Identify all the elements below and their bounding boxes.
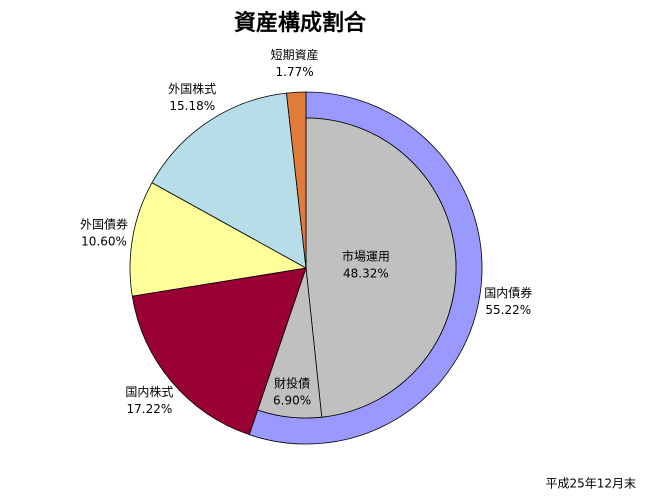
pie-slice bbox=[151, 92, 307, 269]
pie-slice bbox=[129, 182, 308, 297]
value-label: 15.18% bbox=[169, 99, 215, 113]
inner-slice bbox=[305, 117, 457, 418]
slice-label: 国内債券 bbox=[484, 285, 532, 300]
slice-label: 短期資産 bbox=[271, 47, 319, 62]
pie-slice bbox=[131, 267, 307, 436]
note: 平成25年12月末 bbox=[545, 477, 636, 491]
slice-label: 外国株式 bbox=[168, 81, 216, 96]
slice-label: 外国債券 bbox=[80, 216, 128, 231]
value-label: 1.77% bbox=[276, 65, 314, 79]
value-label: 48.32% bbox=[343, 266, 389, 280]
slice-label: 市場運用 bbox=[342, 248, 390, 263]
value-label: 55.22% bbox=[485, 303, 531, 317]
slice-label: 国内株式 bbox=[125, 384, 173, 399]
value-label: 10.60% bbox=[81, 234, 127, 248]
value-label: 6.90% bbox=[273, 394, 311, 408]
chart-title: 資産構成割合 bbox=[234, 10, 367, 36]
value-label: 17.22% bbox=[127, 402, 173, 416]
pie-slice bbox=[286, 91, 307, 269]
slice-label: 財投債 bbox=[274, 376, 310, 391]
